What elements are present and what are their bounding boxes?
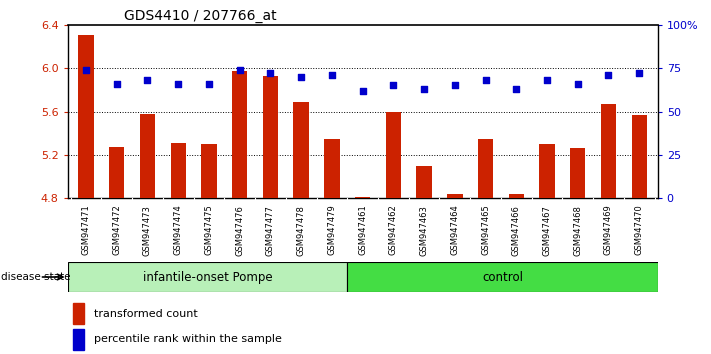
Text: GSM947469: GSM947469 <box>604 205 613 256</box>
Point <box>173 81 184 87</box>
Text: GSM947462: GSM947462 <box>389 205 398 256</box>
Point <box>634 70 645 76</box>
Bar <box>570 148 585 198</box>
Text: GSM947478: GSM947478 <box>296 205 306 256</box>
Point <box>541 78 552 83</box>
Text: percentile rank within the sample: percentile rank within the sample <box>94 334 282 344</box>
Text: GSM947466: GSM947466 <box>512 205 520 256</box>
Text: GSM947467: GSM947467 <box>542 205 552 256</box>
Point <box>296 74 307 80</box>
Point <box>418 86 429 92</box>
Bar <box>417 166 432 198</box>
Text: GSM947473: GSM947473 <box>143 205 152 256</box>
Point <box>603 72 614 78</box>
Text: GSM947465: GSM947465 <box>481 205 490 256</box>
Bar <box>631 115 647 198</box>
Bar <box>447 194 462 198</box>
Text: GSM947476: GSM947476 <box>235 205 244 256</box>
Point <box>357 88 368 93</box>
Text: GSM947464: GSM947464 <box>450 205 459 256</box>
Point <box>480 78 491 83</box>
Bar <box>109 147 124 198</box>
Text: GSM947470: GSM947470 <box>635 205 643 256</box>
Text: GSM947471: GSM947471 <box>82 205 90 256</box>
Bar <box>73 329 84 350</box>
Text: GSM947461: GSM947461 <box>358 205 367 256</box>
Text: GSM947479: GSM947479 <box>327 205 336 256</box>
Bar <box>171 143 186 198</box>
Bar <box>68 262 347 292</box>
Bar <box>73 303 84 324</box>
Bar <box>355 197 370 198</box>
Text: disease state: disease state <box>1 272 71 282</box>
Bar <box>540 144 555 198</box>
Point <box>141 78 153 83</box>
Bar <box>324 139 340 198</box>
Bar <box>140 114 155 198</box>
Bar <box>263 76 278 198</box>
Point <box>234 67 245 73</box>
Point <box>572 81 584 87</box>
Bar <box>232 72 247 198</box>
Point <box>203 81 215 87</box>
Point <box>449 82 461 88</box>
Text: GSM947474: GSM947474 <box>173 205 183 256</box>
Text: infantile-onset Pompe: infantile-onset Pompe <box>142 270 272 284</box>
Text: GSM947477: GSM947477 <box>266 205 275 256</box>
Bar <box>508 194 524 198</box>
Text: GSM947468: GSM947468 <box>573 205 582 256</box>
Bar <box>601 104 616 198</box>
Point <box>111 81 122 87</box>
Point <box>80 67 92 73</box>
Text: GSM947475: GSM947475 <box>205 205 213 256</box>
Text: control: control <box>482 270 523 284</box>
Text: GSM947463: GSM947463 <box>419 205 429 256</box>
Bar <box>347 262 658 292</box>
Bar <box>294 102 309 198</box>
Text: transformed count: transformed count <box>94 309 198 319</box>
Text: GDS4410 / 207766_at: GDS4410 / 207766_at <box>124 9 277 23</box>
Bar <box>201 144 217 198</box>
Text: GSM947472: GSM947472 <box>112 205 121 256</box>
Point <box>264 70 276 76</box>
Bar <box>478 139 493 198</box>
Point <box>510 86 522 92</box>
Bar <box>385 112 401 198</box>
Bar <box>78 35 94 198</box>
Point <box>387 82 399 88</box>
Point <box>326 72 338 78</box>
